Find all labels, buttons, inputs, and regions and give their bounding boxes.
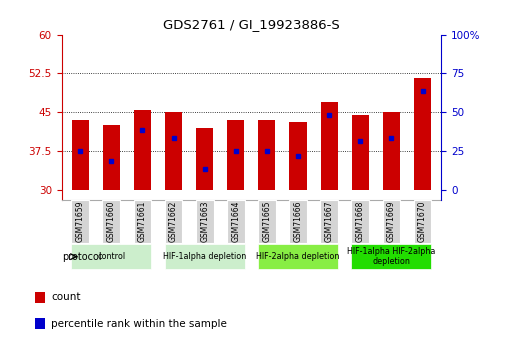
FancyBboxPatch shape	[133, 200, 151, 243]
FancyBboxPatch shape	[165, 244, 245, 269]
Bar	[196, 128, 213, 190]
Text: GSM71665: GSM71665	[263, 201, 271, 242]
FancyBboxPatch shape	[289, 200, 307, 243]
Bar	[321, 102, 338, 190]
FancyBboxPatch shape	[320, 200, 338, 243]
Bar	[35, 292, 45, 303]
Text: HIF-2alpha depletion: HIF-2alpha depletion	[256, 252, 340, 261]
Bar	[383, 112, 400, 190]
Bar	[414, 79, 431, 190]
FancyBboxPatch shape	[351, 244, 431, 269]
Text: GSM71663: GSM71663	[200, 201, 209, 242]
FancyBboxPatch shape	[227, 200, 245, 243]
Text: GSM71661: GSM71661	[138, 201, 147, 242]
FancyBboxPatch shape	[71, 244, 151, 269]
FancyBboxPatch shape	[196, 200, 213, 243]
Bar	[227, 120, 244, 190]
Bar	[134, 110, 151, 190]
FancyBboxPatch shape	[258, 200, 276, 243]
Text: GSM71668: GSM71668	[356, 201, 365, 242]
Text: protocol: protocol	[62, 252, 102, 262]
Title: GDS2761 / GI_19923886-S: GDS2761 / GI_19923886-S	[163, 18, 340, 31]
Text: GSM71662: GSM71662	[169, 201, 178, 242]
Text: percentile rank within the sample: percentile rank within the sample	[51, 318, 227, 328]
Bar	[103, 125, 120, 190]
Bar	[35, 318, 45, 329]
Bar	[289, 122, 307, 190]
Text: GSM71664: GSM71664	[231, 201, 240, 242]
Text: HIF-1alpha depletion: HIF-1alpha depletion	[163, 252, 246, 261]
FancyBboxPatch shape	[165, 200, 183, 243]
Text: GSM71670: GSM71670	[418, 201, 427, 242]
FancyBboxPatch shape	[351, 200, 369, 243]
Bar	[352, 115, 369, 190]
Text: HIF-1alpha HIF-2alpha
depletion: HIF-1alpha HIF-2alpha depletion	[347, 247, 436, 266]
FancyBboxPatch shape	[413, 200, 431, 243]
Text: GSM71667: GSM71667	[325, 201, 333, 242]
Text: count: count	[51, 293, 81, 303]
Text: control: control	[97, 252, 125, 261]
Bar	[259, 120, 275, 190]
FancyBboxPatch shape	[71, 200, 89, 243]
Bar	[72, 120, 89, 190]
Bar	[165, 112, 182, 190]
FancyBboxPatch shape	[258, 244, 338, 269]
FancyBboxPatch shape	[103, 200, 120, 243]
Text: GSM71669: GSM71669	[387, 201, 396, 242]
Text: GSM71666: GSM71666	[293, 201, 303, 242]
Text: GSM71660: GSM71660	[107, 201, 116, 242]
Text: GSM71659: GSM71659	[76, 201, 85, 242]
FancyBboxPatch shape	[383, 200, 400, 243]
